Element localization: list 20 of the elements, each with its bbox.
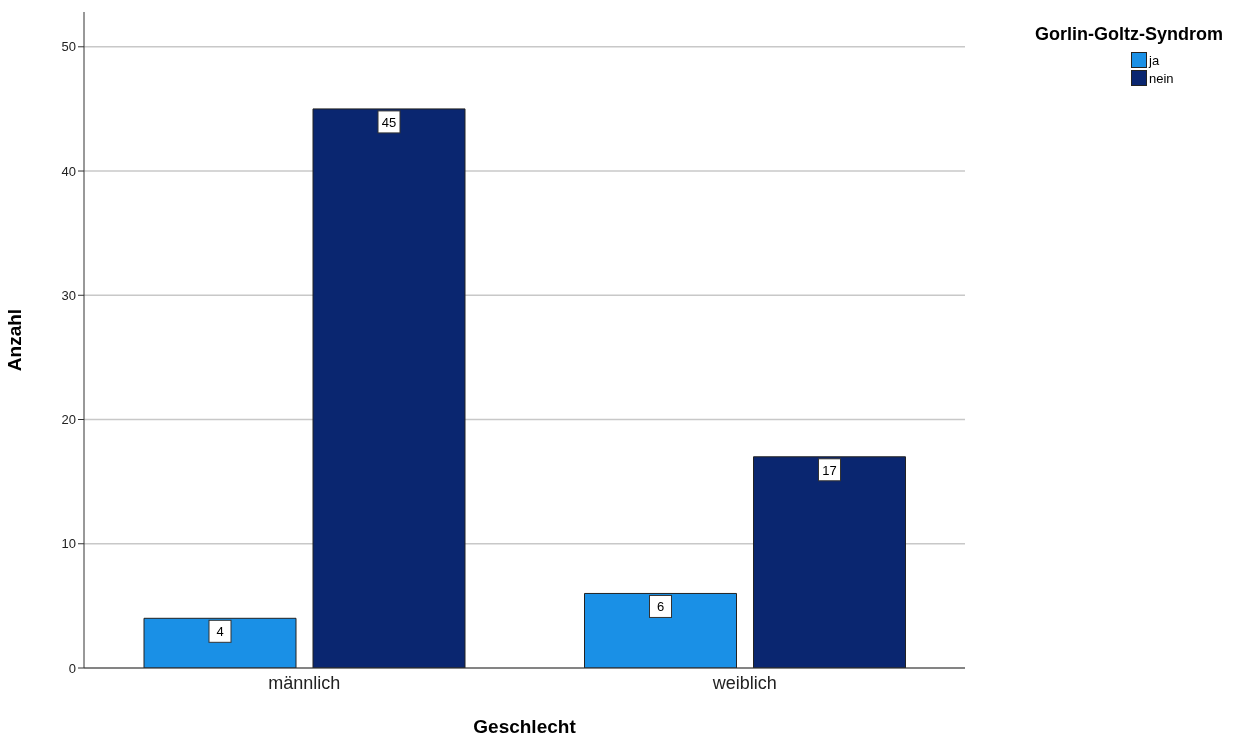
legend-title: Gorlin-Goltz-Syndrom <box>1035 24 1223 45</box>
bar <box>143 617 297 668</box>
y-tick-label: 50 <box>61 39 76 55</box>
bar <box>312 108 466 668</box>
y-tick-label: 0 <box>68 660 76 676</box>
bar <box>584 592 737 668</box>
bar <box>753 456 906 668</box>
legend-label: nein <box>1149 70 1174 86</box>
x-tick-label: weiblich <box>711 672 777 693</box>
data-label: 4 <box>216 624 224 640</box>
legend-label: ja <box>1149 52 1160 68</box>
y-tick-label: 30 <box>61 287 76 303</box>
data-label: 6 <box>656 599 665 615</box>
x-tick-label: männlich <box>268 672 341 693</box>
y-tick-label: 20 <box>61 412 76 428</box>
data-label: 45 <box>381 114 397 130</box>
data-label: 17 <box>822 462 837 478</box>
y-tick-label: 40 <box>61 163 76 179</box>
x-axis-title: Geschlecht <box>473 716 577 737</box>
y-tick-label: 10 <box>61 536 76 552</box>
